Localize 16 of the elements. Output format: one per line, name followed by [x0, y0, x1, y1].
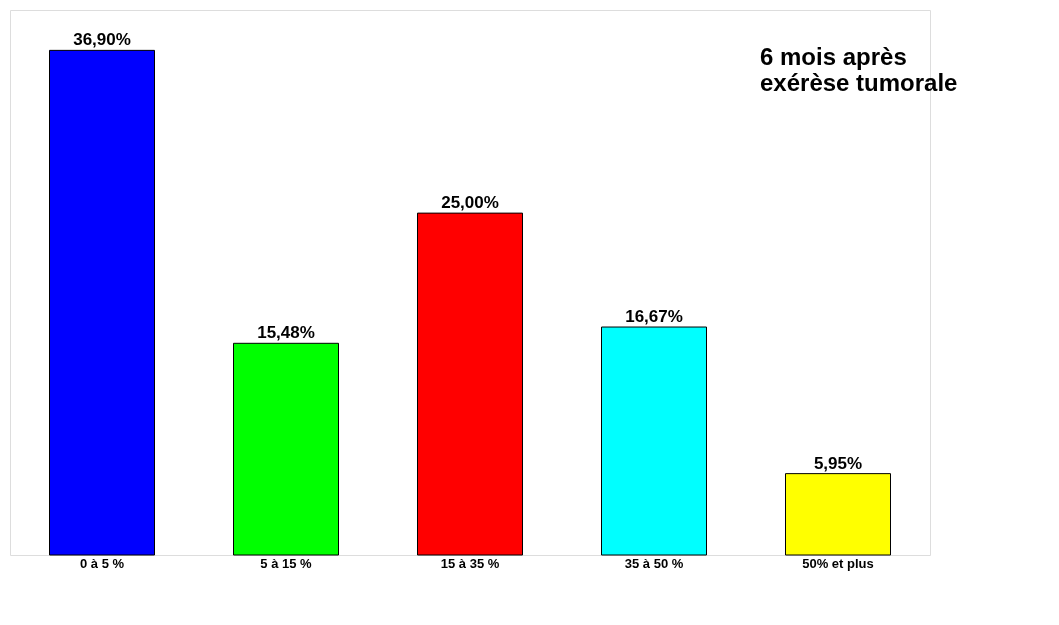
x-tick-label: 0 à 5 %: [79, 555, 125, 571]
chart-title: 6 mois après exérèse tumorale: [760, 43, 958, 96]
data-label: 16,67%: [625, 307, 683, 327]
data-label: 36,90%: [73, 30, 131, 50]
x-tick-label: 50% et plus: [802, 555, 874, 571]
x-tick-label: 35 à 50 %: [624, 555, 684, 571]
data-label: 15,48%: [257, 323, 315, 343]
data-label: 5,95%: [813, 453, 863, 473]
bar: [417, 212, 523, 556]
x-tick-label: 5 à 15 %: [260, 555, 313, 571]
bar: [233, 342, 339, 556]
data-label: 25,00%: [441, 193, 499, 213]
bar: [785, 473, 891, 556]
bar: [601, 326, 707, 556]
x-tick-label: 15 à 35 %: [440, 555, 500, 571]
bar: [49, 49, 155, 556]
